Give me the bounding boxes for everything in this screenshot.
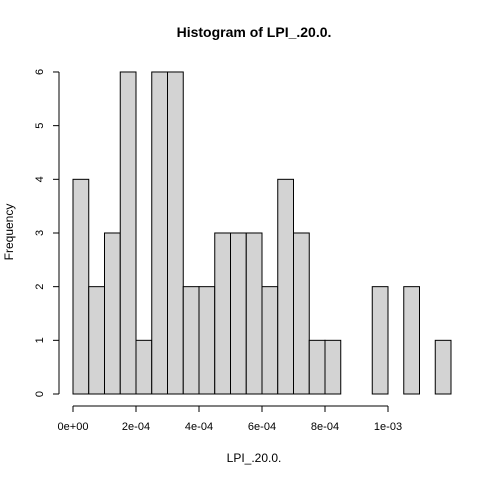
histogram-bar — [135, 339, 153, 395]
y-tick-label: 6 — [34, 69, 46, 75]
histogram-bar — [182, 286, 200, 395]
y-tick-label: 5 — [34, 123, 46, 129]
histogram-bar — [119, 71, 137, 395]
x-axis: 0e+00 2e-04 4e-04 6e-04 8e-04 1e-03 — [58, 405, 402, 433]
x-tick-label: 0e+00 — [58, 421, 89, 433]
histogram-bar — [308, 339, 326, 395]
x-tick-label: 2e-04 — [122, 421, 150, 433]
histogram-bar — [104, 232, 121, 395]
y-tick-label: 2 — [34, 284, 46, 290]
histogram-bars — [72, 71, 452, 395]
y-tick-label: 0 — [34, 391, 46, 397]
histogram-bar — [72, 178, 90, 395]
histogram-bar — [403, 286, 420, 395]
chart-title: Histogram of LPI_.20.0. — [177, 24, 332, 40]
histogram-bar — [371, 286, 389, 395]
x-tick-label: 8e-04 — [311, 421, 339, 433]
histogram-bar — [245, 232, 263, 395]
histogram-bar — [167, 71, 184, 395]
y-axis: 0 1 2 3 4 5 6 — [34, 69, 60, 397]
histogram-bar — [230, 232, 247, 395]
histogram-bar — [293, 232, 310, 395]
histogram-bar — [324, 339, 342, 395]
histogram-bar — [277, 178, 294, 395]
histogram-bar — [261, 286, 279, 395]
y-tick-label: 4 — [34, 176, 46, 182]
histogram-bar — [88, 286, 105, 395]
histogram-bar — [434, 339, 452, 395]
histogram-bar — [151, 71, 168, 395]
histogram-bar — [214, 232, 231, 395]
x-axis-label: LPI_.20.0. — [227, 451, 282, 465]
y-axis-label: Frequency — [2, 204, 16, 261]
x-tick-label: 1e-03 — [374, 421, 402, 433]
histogram-bar — [198, 286, 216, 395]
x-tick-label: 4e-04 — [185, 421, 213, 433]
x-tick-label: 6e-04 — [248, 421, 276, 433]
y-tick-label: 1 — [34, 337, 46, 343]
y-tick-label: 3 — [34, 230, 46, 236]
